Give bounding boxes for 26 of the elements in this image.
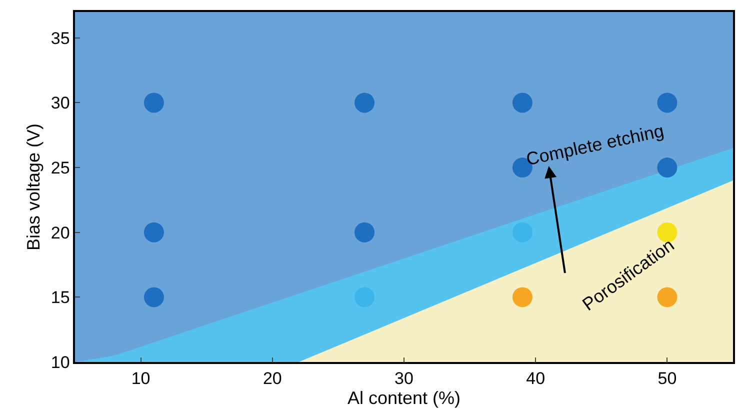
point	[144, 222, 164, 242]
x-tick-label: 50	[658, 369, 677, 388]
y-axis-title: Bias voltage (V)	[24, 123, 44, 251]
point	[657, 92, 678, 113]
point	[512, 287, 532, 308]
x-tick-label: 40	[526, 369, 546, 388]
x-tick-label: 30	[394, 369, 414, 388]
point	[354, 287, 375, 308]
x-tick-label: 10	[131, 369, 150, 388]
point	[512, 222, 532, 242]
y-tick-label: 30	[50, 94, 70, 113]
point	[144, 287, 164, 308]
point	[657, 158, 678, 178]
point	[144, 92, 164, 113]
y-tick-label: 25	[50, 158, 70, 178]
point	[657, 222, 678, 242]
y-tick-label: 35	[50, 28, 70, 48]
point	[354, 92, 375, 113]
point	[512, 92, 532, 113]
x-axis-title: Al content (%)	[347, 388, 461, 408]
y-tick-label: 10	[50, 352, 70, 372]
x-tick-label: 20	[262, 369, 282, 388]
y-tick-label: 20	[50, 223, 70, 242]
y-tick-label: 15	[50, 288, 70, 308]
point	[354, 222, 375, 242]
annotation: Complete etching	[524, 120, 666, 170]
